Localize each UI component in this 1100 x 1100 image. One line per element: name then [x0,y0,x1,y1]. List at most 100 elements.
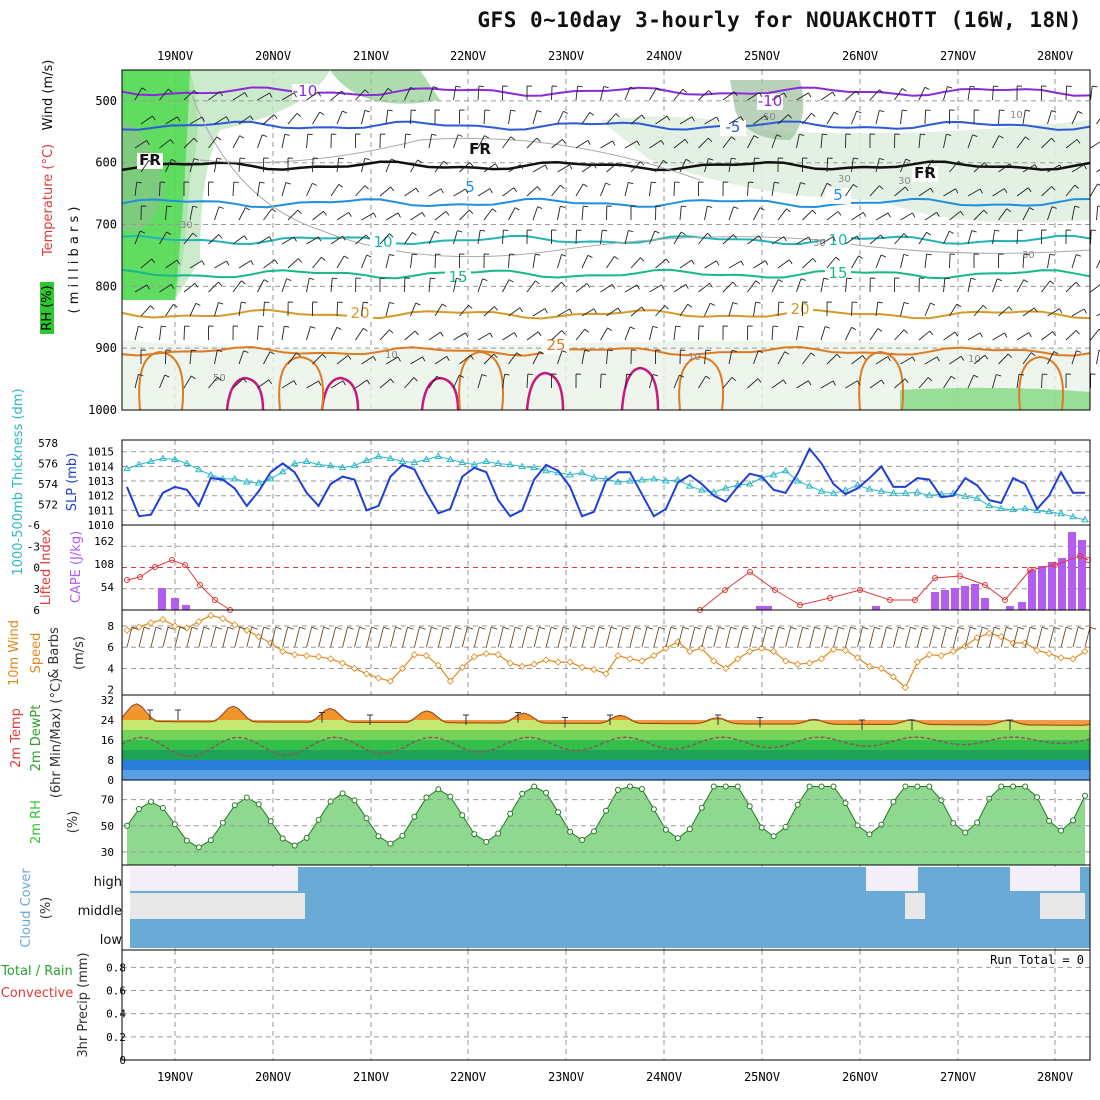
wind-barb [497,627,504,648]
wind-barb [297,209,302,215]
wind-barb [165,159,172,173]
contour-label-bg [787,302,813,318]
wind-barb [701,627,708,648]
wind-barb [296,112,302,117]
wind-barb [134,230,141,245]
wind-barb [550,626,558,630]
wind-barb [845,380,858,389]
thickness-point [877,487,886,494]
wind-barb [713,627,720,648]
lifted-tick-label: -3 [27,540,40,553]
wind-barb [655,258,667,269]
cape-bar [764,606,772,610]
rh-point [399,832,406,839]
thickness-point [817,487,826,494]
wind-speed-point [590,665,598,674]
wind-barb [138,373,144,377]
wind-barb [183,375,192,389]
panel-frame [121,949,1091,1061]
wind-barb [140,305,151,317]
wind-barb [704,116,717,125]
contour-label-bg [757,94,783,110]
wind-tick-label: 4 [107,662,114,675]
wind-barb [434,230,440,234]
wind-barb [1047,308,1060,317]
wind-barb [428,278,431,293]
rh2m-panel: 30 50 70 2m RH (%) [29,779,1091,866]
rh-contour-label: 10 [688,352,701,363]
wind-barb [936,356,940,362]
axis-label-rh2m: 2m RH [29,800,44,844]
wind-barb [836,353,841,359]
wind-barb [826,111,835,125]
wind-speed-point [794,660,802,668]
lifted-index-point [887,597,893,603]
wind-barb [656,87,662,91]
wind-barb [363,328,368,332]
wind-barb [217,376,222,381]
wind-barb [520,164,524,170]
wind-barb [152,115,156,121]
rh-point [914,783,921,790]
rh-point [1058,827,1065,834]
temperature-contour [458,350,504,411]
wind-barb [967,278,972,293]
wind-barb [879,89,884,94]
wind-barb [875,356,889,365]
wind-speed-point [710,657,718,665]
wind-barb [1065,330,1077,341]
wind-barb [569,627,576,648]
wind-barb [853,184,858,188]
wind-barb [586,626,594,630]
wind-barb [722,281,734,293]
wind-barb [1041,186,1053,197]
wind-barb [373,212,377,218]
wind-barb [443,160,448,165]
thickness-point [182,459,191,467]
wind-barb [146,284,150,290]
lifted-index-point [169,557,175,563]
wind-barb [214,158,218,173]
wind-barb [232,378,244,389]
wind-barb [489,332,493,338]
cape-bar [158,588,166,610]
wind-barb [755,301,761,304]
rh-point [579,836,586,843]
wind-barb [943,188,956,197]
wind-barb [244,92,248,98]
wind-barb [575,139,588,149]
wind-barb [802,352,812,365]
wind-barb [561,330,566,335]
wind-barb [263,301,265,317]
wind-barb [950,375,956,380]
wind-speed-point [770,647,778,656]
contour-label-bg [543,338,569,354]
wind-barb [708,90,713,95]
wind-barb [343,255,349,260]
cloud-bar [130,867,298,891]
axis-label-rh: RH (%) [40,285,55,330]
wind-barb [1025,136,1030,141]
temperature-contour [121,197,1091,209]
rh-point [195,844,202,851]
wind-barb [784,351,790,355]
axis-label-precip-convective: Convective [1,986,74,1001]
wind-speed-point [1057,654,1065,662]
date-label-bottom: 19NOV [157,1070,193,1084]
thickness-point [542,466,551,474]
wind-barb [410,356,423,365]
wind-barb [526,186,538,197]
temperature-contour [420,376,460,411]
wind-barb [894,329,905,341]
wind-speed-point [566,658,574,666]
wind-barb [992,135,1000,149]
wind-barb [477,374,483,389]
wind-barb [241,280,246,285]
wind-barb [655,305,666,317]
wind-speed-point [817,655,826,663]
wind-barb [335,626,342,630]
wind-barb [508,110,512,125]
thickness-point [266,474,275,482]
wind-barb [630,114,642,125]
